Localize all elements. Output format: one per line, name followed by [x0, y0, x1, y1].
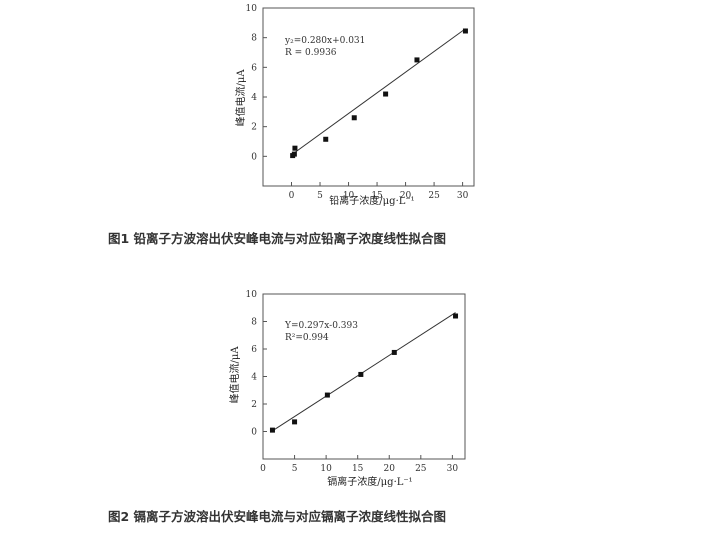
- x-tick-label: 10: [343, 191, 355, 201]
- y-tick-label: 8: [251, 34, 257, 44]
- data-point: [462, 28, 468, 34]
- plot-frame: [262, 293, 466, 460]
- y-tick-label: 10: [246, 290, 258, 300]
- data-point: [453, 313, 459, 319]
- x-tick-label: 25: [428, 191, 440, 201]
- y-tick-label: 6: [251, 63, 257, 73]
- fit-line: [291, 28, 466, 156]
- x-tick-label: 15: [371, 191, 383, 201]
- figure-2-caption: 图2 镉离子方波溶出伏安峰电流与对应镉离子浓度线性拟合图: [108, 509, 447, 524]
- x-ticks: 0 5 10 15 20 25 30: [260, 455, 458, 474]
- y-ticks: 0 2 4 6 8 10: [246, 290, 267, 438]
- fit-equation: Y=0.297x-0.393: [284, 321, 358, 331]
- r-value: R = 0.9936: [285, 48, 337, 58]
- y-axis-label: 峰值电流/μA: [234, 69, 247, 127]
- y-tick-label: 0: [251, 428, 257, 438]
- data-point: [324, 392, 330, 398]
- y-ticks: 0 2 4 6 8 10: [246, 4, 267, 162]
- y-tick-label: 10: [246, 4, 258, 14]
- fit-equation: y₂=0.280x+0.031: [284, 36, 365, 46]
- y-tick-label: 4: [251, 373, 257, 383]
- y-tick-label: 2: [251, 123, 257, 133]
- x-axis-label: 镉离子浓度/μg·L⁻¹: [327, 475, 412, 488]
- r-value: R²=0.994: [285, 333, 329, 343]
- data-point: [351, 115, 357, 121]
- y-tick-label: 0: [251, 152, 257, 162]
- x-tick-label: 0: [260, 464, 266, 474]
- data-point: [291, 151, 297, 157]
- data-points: [269, 313, 459, 433]
- chart-1: 0 2 4 6 8 10 0 5 10 15 20 25 30 y₂=0.280x+0.031 R =…: [234, 4, 475, 207]
- data-point: [292, 145, 298, 151]
- x-tick-label: 5: [317, 191, 323, 201]
- y-tick-label: 4: [251, 93, 257, 103]
- figure-1-caption: 图1 铅离子方波溶出伏安峰电流与对应铅离子浓度线性拟合图: [108, 231, 447, 246]
- y-tick-label: 8: [251, 318, 257, 328]
- data-point: [323, 136, 329, 142]
- fit-line: [272, 312, 456, 432]
- x-tick-label: 5: [292, 464, 298, 474]
- x-tick-label: 10: [320, 464, 332, 474]
- x-tick-label: 20: [400, 191, 412, 201]
- plot-frame: [262, 7, 475, 187]
- x-ticks: 0 5 10 15 20 25 30: [289, 182, 469, 201]
- data-point: [269, 427, 275, 433]
- x-tick-label: 25: [415, 464, 427, 474]
- x-tick-label: 30: [447, 464, 459, 474]
- y-tick-label: 2: [251, 400, 257, 410]
- data-point: [391, 349, 397, 355]
- y-tick-label: 6: [251, 345, 257, 355]
- x-tick-label: 0: [289, 191, 295, 201]
- x-axis-label: 铅离子浓度/μg·L⁻¹: [329, 194, 414, 207]
- y-axis-label: 峰值电流/μA: [228, 346, 241, 404]
- data-point: [358, 371, 364, 377]
- x-tick-label: 30: [457, 191, 469, 201]
- data-point: [292, 419, 298, 425]
- data-point: [414, 57, 420, 63]
- chart-2: 0 2 4 6 8 10 0 5 10 15 20 25 30 Y=0.297x-0.393 R²=0…: [228, 290, 466, 488]
- data-points: [290, 28, 468, 159]
- x-tick-label: 15: [352, 464, 364, 474]
- x-tick-label: 20: [384, 464, 396, 474]
- data-point: [383, 91, 389, 97]
